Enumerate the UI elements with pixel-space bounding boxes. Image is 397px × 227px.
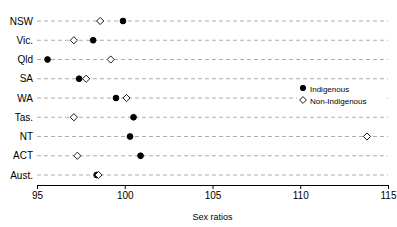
x-tick-mark xyxy=(388,185,389,189)
y-tick-label: NT xyxy=(20,131,33,142)
dot xyxy=(363,133,370,140)
row-grid-line xyxy=(37,175,388,176)
y-tick-label: ACT xyxy=(13,150,33,161)
y-tick-label: SA xyxy=(20,73,34,84)
marks xyxy=(45,17,371,178)
y-tick-label: Qld xyxy=(17,54,33,65)
y-tick-label: Vic. xyxy=(17,35,34,46)
y-tick: Aust. xyxy=(10,170,33,181)
dot xyxy=(70,37,77,44)
legend-symbol xyxy=(300,85,305,90)
y-tick: Tas. xyxy=(15,112,33,123)
y-tick-label: Aust. xyxy=(10,170,33,181)
legend-symbol xyxy=(300,97,307,104)
dot xyxy=(131,114,137,120)
row-grid-line xyxy=(37,136,388,137)
row-grid-line xyxy=(37,21,388,22)
x-tick: 110 xyxy=(293,185,309,201)
dot xyxy=(127,134,133,140)
y-tick-label: Tas. xyxy=(15,112,33,123)
dot xyxy=(76,76,82,82)
legend-label: Indigenous xyxy=(310,85,349,94)
x-tick: 95 xyxy=(32,185,44,201)
y-tick: NT xyxy=(20,131,33,142)
legend: Indigenous Non-Indigenous xyxy=(297,82,387,110)
y-tick: SA xyxy=(20,73,34,84)
row-grid-line xyxy=(37,40,388,41)
dot xyxy=(83,75,90,82)
dot xyxy=(113,95,119,101)
x-axis-title: Sex ratios xyxy=(192,212,233,222)
y-tick: Qld xyxy=(17,54,33,65)
y-tick: ACT xyxy=(13,150,33,161)
dot xyxy=(95,171,102,178)
y-tick: WA xyxy=(17,93,33,104)
legend-background xyxy=(297,82,387,110)
row-grid xyxy=(37,21,388,175)
x-tick: 105 xyxy=(205,185,222,201)
dot xyxy=(107,56,114,63)
row-grid-line xyxy=(37,155,388,156)
dot xyxy=(45,57,51,63)
dot xyxy=(90,37,96,43)
x-tick-label: 95 xyxy=(32,190,44,201)
dot xyxy=(120,18,126,24)
y-tick-label: WA xyxy=(17,93,33,104)
dot xyxy=(97,17,104,24)
x-tick: 115 xyxy=(381,185,397,201)
dot xyxy=(74,152,81,159)
y-tick: NSW xyxy=(10,16,34,27)
x-tick-mark xyxy=(213,185,214,189)
x-tick-label: 105 xyxy=(205,190,222,201)
x-tick-mark xyxy=(37,185,38,189)
y-tick-label: NSW xyxy=(10,16,34,27)
x-tick-label: 100 xyxy=(117,190,134,201)
x-axis: 95 100 105 110 115 xyxy=(32,185,397,201)
chart: NSW Vic. Qld SA WA Tas. NT ACT Aust. 95 100 105 110 1… xyxy=(0,0,397,227)
y-tick: Vic. xyxy=(17,35,34,46)
dot xyxy=(70,114,77,121)
y-axis: NSW Vic. Qld SA WA Tas. NT ACT Aust. xyxy=(10,16,34,181)
row-grid-line xyxy=(37,117,388,118)
x-tick-label: 115 xyxy=(381,190,397,201)
x-tick: 100 xyxy=(117,185,134,201)
legend-label: Non-Indigenous xyxy=(310,97,366,106)
dot xyxy=(123,94,130,101)
x-tick-mark xyxy=(125,185,126,189)
row-grid-line xyxy=(37,59,388,60)
x-tick-label: 110 xyxy=(293,190,309,201)
dot xyxy=(138,153,144,159)
x-tick-mark xyxy=(300,185,301,189)
